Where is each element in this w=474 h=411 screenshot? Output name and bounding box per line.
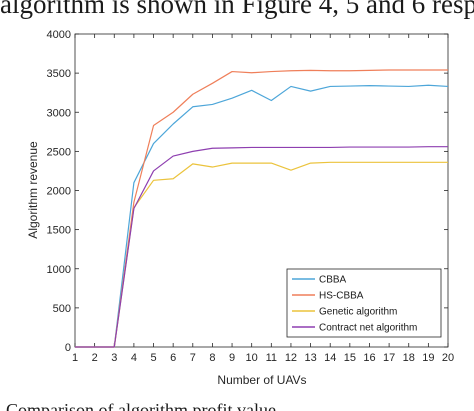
y-tick-label: 2000 [47, 186, 71, 198]
x-tick-label: 18 [403, 352, 415, 364]
y-tick-label: 3000 [47, 107, 71, 119]
x-tick-label: 2 [92, 352, 98, 364]
x-tick-label: 7 [190, 352, 196, 364]
y-tick-label: 1500 [47, 225, 71, 237]
legend-box [286, 268, 442, 338]
x-tick-label: 10 [246, 352, 258, 364]
x-tick-label: 12 [285, 352, 297, 364]
x-tick-label: 11 [266, 352, 277, 364]
x-tick-label: 4 [131, 352, 137, 364]
figure-caption: Comparison of algorithm profit value [6, 400, 276, 411]
x-tick-label: 15 [344, 352, 356, 364]
x-tick-label: 6 [170, 352, 176, 364]
legend-entry: Genetic algorithm [319, 307, 397, 318]
x-tick-label: 13 [304, 352, 316, 364]
x-tick-label: 17 [383, 352, 395, 364]
body-text-above: algorithm is shown in Figure 4, 5 and 6 … [0, 0, 474, 19]
y-tick-label: 3500 [47, 68, 71, 80]
x-tick-label: 20 [442, 352, 454, 364]
x-tick-label: 8 [209, 352, 215, 364]
y-tick-label: 2500 [47, 146, 71, 158]
legend-entry: Contract net algorithm [319, 323, 417, 334]
x-tick-label: 16 [363, 352, 375, 364]
y-tick-label: 1000 [47, 264, 71, 276]
x-tick-label: 1 [72, 352, 78, 364]
y-tick-label: 4000 [47, 29, 71, 41]
legend-entry: HS-CBBA [319, 291, 364, 302]
y-axis-label: Algorithm revenue [26, 141, 40, 239]
legend-entry: CBBA [319, 275, 347, 286]
x-tick-label: 14 [324, 352, 336, 364]
series-line-contract-net-algorithm [75, 146, 448, 348]
series-line-cbba [75, 84, 449, 348]
x-tick-label: 19 [422, 352, 434, 364]
x-tick-label: 5 [150, 352, 156, 364]
y-tick-label: 0 [65, 342, 71, 354]
series-line-hs-cbba [75, 69, 448, 348]
x-axis-label: Number of UAVs [217, 373, 306, 387]
x-tick-label: 3 [111, 352, 117, 364]
y-tick-label: 500 [53, 303, 71, 315]
x-tick-label: 9 [229, 352, 235, 364]
